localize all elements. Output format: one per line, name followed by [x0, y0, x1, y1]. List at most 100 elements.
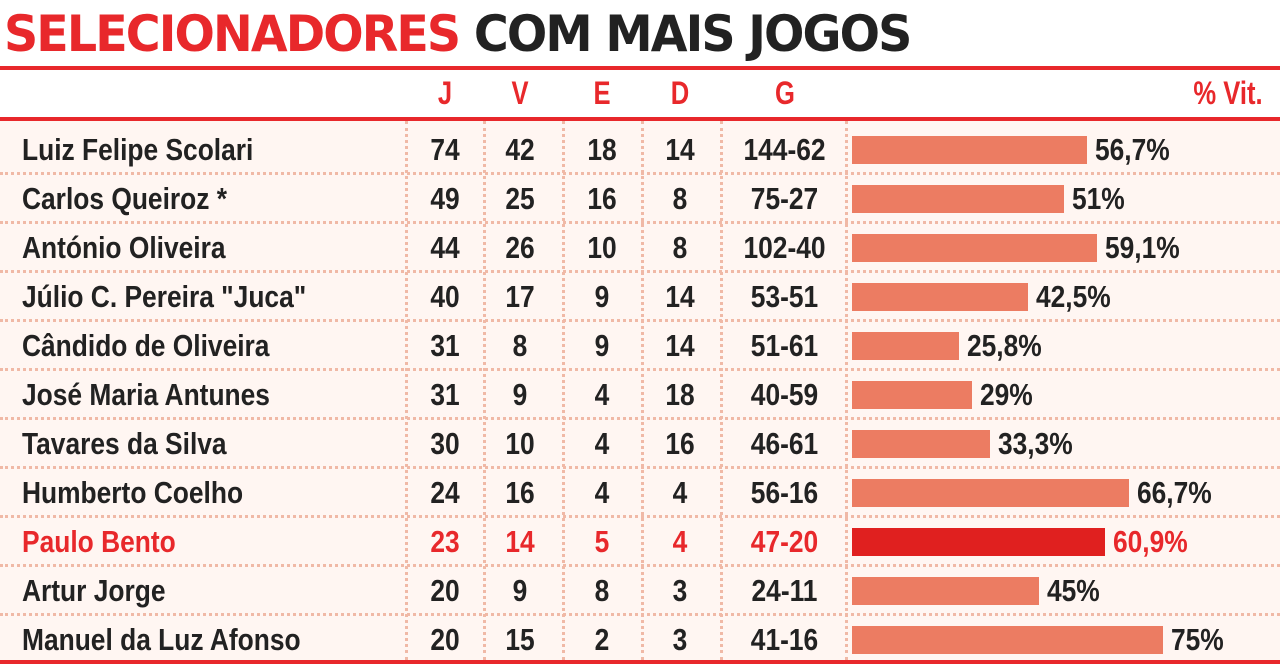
- cell-v: 9: [512, 573, 528, 608]
- col-header-v: V: [511, 75, 529, 111]
- row-separator: [0, 515, 1280, 518]
- cell-e: 4: [594, 475, 610, 510]
- win-pct-bar: [852, 234, 1098, 262]
- col-header-g: G: [775, 75, 795, 111]
- coach-name: Tavares da Silva: [22, 426, 227, 461]
- title-part-red: SELECIONADORES: [4, 5, 461, 63]
- win-pct-label: 45%: [1046, 573, 1100, 608]
- column-separator: [845, 121, 848, 660]
- win-pct-label: 25,8%: [967, 328, 1042, 363]
- cell-e: 10: [587, 230, 617, 265]
- cell-d: 18: [665, 377, 695, 412]
- cell-j: 40: [430, 279, 460, 314]
- cell-g: 75-27: [750, 181, 819, 216]
- table-row: Luiz Felipe Scolari 74 42 18 14 144-62 56,7%: [0, 125, 1280, 175]
- win-pct-label: 51%: [1071, 181, 1125, 216]
- bottom-rule: [0, 660, 1280, 664]
- table-row: Paulo Bento 23 14 5 4 47-20 60,9%: [0, 517, 1280, 567]
- table-row: Tavares da Silva 30 10 4 16 46-61 33,3%: [0, 419, 1280, 469]
- win-pct-label: 56,7%: [1095, 132, 1171, 167]
- coach-name: Carlos Queiroz *: [22, 181, 228, 216]
- row-separator: [0, 270, 1280, 273]
- win-pct-label: 59,1%: [1105, 230, 1180, 265]
- coach-name: Artur Jorge: [22, 573, 166, 608]
- column-separator: [483, 121, 486, 660]
- row-separator: [0, 564, 1280, 567]
- coach-name: António Oliveira: [22, 230, 226, 265]
- header-rule: [0, 117, 1280, 121]
- cell-v: 16: [505, 475, 535, 510]
- cell-d: 14: [665, 328, 695, 363]
- cell-g: 47-20: [750, 524, 819, 559]
- win-pct-label: 29%: [980, 377, 1034, 412]
- cell-g: 24-11: [751, 573, 818, 608]
- win-pct-label: 60,9%: [1112, 524, 1188, 559]
- table-row: José Maria Antunes 31 9 4 18 40-59 29%: [0, 370, 1280, 420]
- win-pct-label: 33,3%: [998, 426, 1073, 461]
- chart-title: SELECIONADORES COM MAIS JOGOS: [4, 4, 912, 64]
- cell-j: 31: [430, 328, 460, 363]
- coach-name: Humberto Coelho: [22, 475, 244, 510]
- cell-g: 46-61: [750, 426, 819, 461]
- win-pct-label: 66,7%: [1136, 475, 1212, 510]
- cell-v: 25: [505, 181, 535, 216]
- cell-v: 10: [505, 426, 535, 461]
- coach-name: Luiz Felipe Scolari: [22, 132, 254, 167]
- cell-e: 2: [594, 622, 610, 657]
- row-separator: [0, 221, 1280, 224]
- coach-name: Paulo Bento: [22, 524, 176, 559]
- table-row: António Oliveira 44 26 10 8 102-40 59,1%: [0, 223, 1280, 273]
- cell-j: 23: [430, 524, 460, 559]
- win-pct-label: 42,5%: [1036, 279, 1112, 314]
- col-header-pct: % Vit.: [1193, 75, 1263, 111]
- win-pct-bar: [852, 430, 991, 458]
- win-pct-bar: [852, 528, 1105, 556]
- cell-d: 16: [665, 426, 695, 461]
- cell-j: 31: [430, 377, 460, 412]
- cell-g: 41-16: [750, 622, 819, 657]
- table-row: Manuel da Luz Afonso 20 15 2 3 41-16 75%: [0, 615, 1280, 664]
- cell-j: 20: [430, 622, 460, 657]
- cell-j: 24: [430, 475, 460, 510]
- cell-e: 4: [594, 426, 610, 461]
- row-separator: [0, 613, 1280, 616]
- row-separator: [0, 319, 1280, 322]
- cell-g: 53-51: [750, 279, 819, 314]
- column-separator: [641, 121, 644, 660]
- cell-j: 44: [430, 230, 460, 265]
- cell-g: 102-40: [743, 230, 826, 265]
- cell-v: 42: [505, 132, 535, 167]
- win-pct-bar: [852, 185, 1064, 213]
- cell-d: 3: [672, 622, 688, 657]
- coach-name: Júlio C. Pereira "Juca": [22, 279, 307, 314]
- cell-d: 4: [672, 475, 688, 510]
- row-separator: [0, 466, 1280, 469]
- win-pct-bar: [852, 332, 960, 360]
- top-rule: [0, 66, 1280, 70]
- cell-e: 9: [594, 328, 610, 363]
- table-row: Cândido de Oliveira 31 8 9 14 51-61 25,8%: [0, 321, 1280, 371]
- cell-d: 8: [672, 181, 688, 216]
- cell-d: 3: [672, 573, 688, 608]
- cell-g: 51-61: [750, 328, 819, 363]
- win-pct-bar: [852, 136, 1088, 164]
- win-pct-bar: [852, 283, 1029, 311]
- col-header-d: D: [670, 75, 690, 111]
- cell-v: 15: [505, 622, 535, 657]
- row-separator: [0, 417, 1280, 420]
- cell-e: 4: [594, 377, 610, 412]
- table-row: Artur Jorge 20 9 8 3 24-11 45%: [0, 566, 1280, 616]
- table-row: Humberto Coelho 24 16 4 4 56-16 66,7%: [0, 468, 1280, 518]
- row-separator: [0, 172, 1280, 175]
- cell-g: 144-62: [743, 132, 826, 167]
- cell-e: 8: [594, 573, 610, 608]
- cell-j: 30: [430, 426, 460, 461]
- cell-d: 14: [665, 132, 695, 167]
- win-pct-bar: [852, 626, 1164, 654]
- cell-e: 9: [594, 279, 610, 314]
- cell-d: 8: [672, 230, 688, 265]
- coach-name: Cândido de Oliveira: [22, 328, 270, 363]
- coach-name: José Maria Antunes: [22, 377, 270, 412]
- win-pct-bar: [852, 381, 973, 409]
- table-background: [0, 121, 1280, 660]
